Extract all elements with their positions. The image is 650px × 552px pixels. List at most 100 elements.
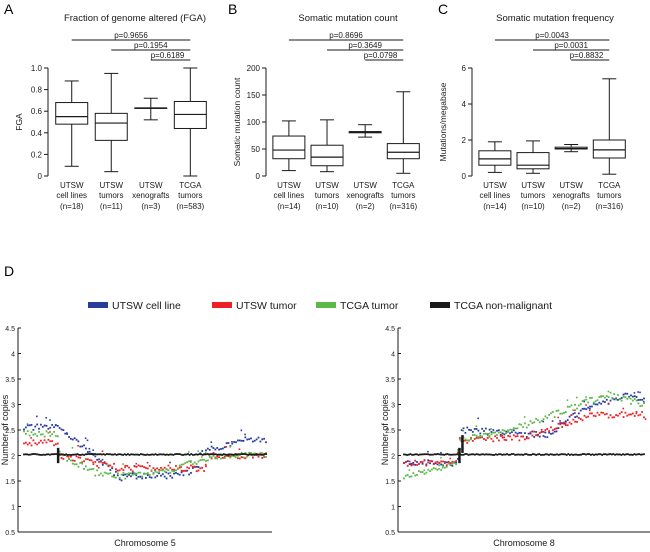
data-point [27, 453, 30, 456]
data-point [542, 420, 545, 423]
data-point [24, 441, 27, 444]
data-point [499, 431, 502, 434]
data-point [445, 465, 448, 468]
data-point [148, 465, 151, 467]
data-point [550, 426, 552, 429]
data-point [242, 439, 245, 442]
data-point [492, 431, 495, 434]
data-point [520, 432, 523, 434]
data-point [641, 404, 644, 407]
data-point [490, 437, 493, 440]
data-point [446, 453, 449, 455]
y-tick-label: 0.4 [31, 129, 43, 138]
data-point [259, 452, 262, 455]
data-point [131, 473, 134, 476]
data-point [242, 456, 245, 459]
y-tick-label: 150 [247, 91, 261, 100]
data-point [574, 420, 577, 423]
data-point [257, 436, 260, 439]
data-point [548, 414, 551, 416]
data-point [256, 453, 259, 456]
data-point [113, 474, 115, 477]
data-point [145, 472, 147, 475]
x-tick-n-label: (n=2) [356, 202, 375, 211]
y-axis-label: FGA [14, 113, 24, 131]
data-point [105, 463, 108, 466]
data-point [628, 396, 631, 399]
data-point [188, 451, 190, 453]
data-point [494, 431, 497, 434]
data-point [214, 448, 217, 451]
data-point [574, 409, 576, 412]
data-point [199, 467, 202, 470]
data-point [478, 453, 481, 456]
data-point [26, 423, 29, 425]
data-point [139, 475, 142, 478]
data-point [434, 467, 437, 470]
data-point [173, 472, 175, 475]
data-point [430, 453, 433, 456]
data-point [68, 458, 70, 461]
box [55, 102, 89, 125]
data-point [583, 414, 586, 417]
data-point [258, 453, 261, 456]
data-point [153, 453, 155, 456]
data-point [178, 464, 181, 467]
panel-a-fga-boxplot: Fraction of genome altered (FGA) 0 0.2 0.4 0… [14, 13, 207, 211]
data-point [83, 444, 85, 447]
data-point [36, 423, 39, 426]
y-tick-label: 2.5 [385, 428, 395, 435]
x-tick-label: UTSW [99, 181, 123, 190]
y-tick-label: 4.5 [385, 326, 395, 333]
data-point [549, 453, 552, 456]
data-point [540, 431, 543, 433]
x-axis-label: Chromosome 5 [114, 538, 176, 548]
data-point [135, 453, 137, 456]
data-point [240, 429, 243, 432]
data-point [633, 453, 636, 455]
data-point [518, 431, 521, 434]
data-point [86, 453, 89, 456]
data-point [424, 453, 426, 456]
data-point [436, 463, 439, 466]
data-point [85, 465, 87, 468]
data-point [178, 473, 181, 476]
data-point [91, 453, 94, 455]
legend-label: UTSW tumor [236, 300, 297, 312]
data-point [609, 414, 612, 417]
data-point [602, 400, 604, 403]
data-point [197, 450, 199, 453]
data-point [261, 452, 264, 454]
data-point [442, 460, 444, 463]
data-point [546, 416, 549, 419]
data-point [122, 454, 124, 456]
data-point [502, 453, 505, 456]
data-point [461, 453, 463, 456]
data-point [404, 474, 407, 477]
data-point [417, 470, 420, 472]
y-tick-label: 0.5 [385, 530, 395, 537]
data-point [578, 453, 581, 456]
data-point [591, 396, 593, 399]
x-tick-label: TCGA [179, 181, 202, 190]
data-point [145, 467, 147, 469]
data-point [567, 453, 570, 455]
x-tick-n-label: (n=11) [100, 202, 123, 211]
data-point [90, 468, 93, 471]
data-point [120, 453, 123, 456]
data-point [538, 435, 541, 438]
data-point [81, 453, 84, 456]
data-point [49, 435, 52, 437]
data-point [454, 453, 457, 456]
data-point [421, 461, 424, 463]
y-tick-label: 0.5 [5, 530, 15, 537]
data-point [598, 396, 601, 398]
box-group [348, 124, 382, 138]
data-point [193, 461, 196, 464]
x-tick-label: xenografts [346, 191, 383, 200]
centromere-marker [56, 447, 60, 464]
data-point [235, 453, 238, 456]
data-point [541, 453, 544, 456]
data-point [609, 391, 612, 394]
data-point [626, 392, 629, 395]
